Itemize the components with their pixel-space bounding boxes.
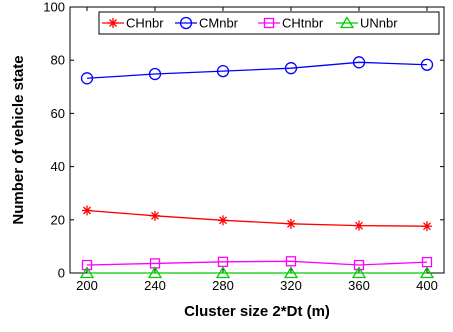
plot-area xyxy=(69,6,445,274)
legend-item: CHnbr xyxy=(102,16,164,31)
data-point xyxy=(422,221,432,232)
marker-stroke xyxy=(109,19,117,27)
series-CMnbr xyxy=(80,56,434,85)
data-point xyxy=(82,205,92,216)
data-point xyxy=(80,72,94,85)
data-point xyxy=(150,210,160,221)
y-tick-label: 20 xyxy=(51,212,65,227)
data-point xyxy=(284,62,298,75)
series-CHtnbr xyxy=(81,256,433,271)
axis-ticks: 200 240 280 320 360 400 0 20 40 60 80 100 xyxy=(43,0,444,293)
y-tick-label: 100 xyxy=(43,0,65,15)
data-point xyxy=(147,266,163,279)
series-line xyxy=(86,209,428,227)
legend-label: CHnbr xyxy=(126,16,164,31)
data-point xyxy=(218,215,228,226)
series-layer xyxy=(79,56,435,279)
legend-label: CMnbr xyxy=(199,16,239,31)
data-point xyxy=(216,64,230,78)
x-tick-label: 320 xyxy=(280,278,302,293)
marker-stroke xyxy=(151,211,159,220)
y-tick-label: 60 xyxy=(51,106,65,121)
y-tick-label: 40 xyxy=(51,159,65,174)
series-line xyxy=(86,61,428,79)
x-tick-label: 240 xyxy=(144,278,166,293)
x-tick-label: 200 xyxy=(76,278,98,293)
legend-item: CHtnbr xyxy=(258,16,324,31)
data-point xyxy=(215,266,231,279)
plot-frame xyxy=(69,6,445,274)
x-tick-label: 280 xyxy=(212,278,234,293)
data-point xyxy=(285,256,297,267)
x-axis-title: Cluster size 2*Dt (m) xyxy=(184,303,330,320)
marker-stroke xyxy=(355,221,363,230)
marker-stroke xyxy=(287,219,295,228)
marker-stroke xyxy=(423,222,431,231)
data-point xyxy=(419,266,435,279)
legend-marker xyxy=(179,16,193,30)
data-point xyxy=(352,56,366,69)
series-UNnbr xyxy=(79,266,435,279)
marker-stroke xyxy=(219,216,227,225)
legend-label: UNnbr xyxy=(360,16,398,31)
data-point xyxy=(148,67,162,81)
x-tick-label: 400 xyxy=(416,278,438,293)
legend-marker xyxy=(263,17,275,29)
legend-item: UNnbr xyxy=(336,16,398,31)
marker-stroke xyxy=(83,206,91,215)
legend-marker xyxy=(108,18,118,28)
y-axis-title: Number of vehicle state xyxy=(10,55,27,224)
data-point xyxy=(286,218,296,229)
series-CHnbr xyxy=(82,205,432,232)
y-tick-label: 0 xyxy=(58,266,65,281)
data-point xyxy=(354,220,364,231)
data-point xyxy=(351,266,367,279)
y-tick-label: 80 xyxy=(51,53,65,68)
series-line xyxy=(86,260,428,266)
data-point xyxy=(353,259,365,271)
legend-label: CHtnbr xyxy=(282,16,324,31)
legend: CHnbr CMnbr CHtnbr UNnbr xyxy=(98,11,440,35)
legend-item: CMnbr xyxy=(175,16,239,31)
legend-marker xyxy=(339,16,355,29)
x-tick-label: 360 xyxy=(348,278,370,293)
data-point xyxy=(283,266,299,279)
data-point xyxy=(79,266,95,279)
data-point xyxy=(420,58,434,71)
data-point xyxy=(81,259,93,271)
